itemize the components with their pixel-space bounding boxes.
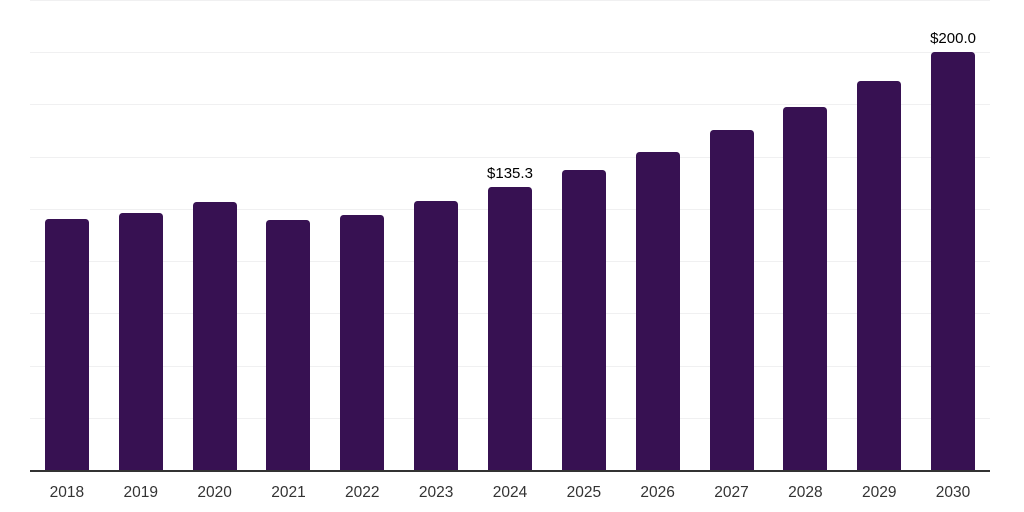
x-tick-2019: 2019: [123, 484, 158, 501]
bar-2020: [192, 201, 237, 470]
x-axis-line: [30, 470, 990, 472]
bar-slot-2021: [252, 0, 326, 470]
x-tick-2021: 2021: [271, 484, 306, 501]
x-axis-labels: 2018 2019 2020 2021 2022 2023 2024 2025 2026 2027…: [30, 485, 990, 501]
gridline: [30, 52, 990, 54]
bar-slot-2024: $135.3: [473, 0, 547, 470]
bar-2025: [561, 170, 606, 470]
bar-slot-2022: [325, 0, 399, 470]
x-tick-2018: 2018: [49, 484, 85, 501]
bar-2023: [414, 201, 459, 470]
x-tick-2027: 2027: [714, 484, 749, 501]
bar-2030: [931, 52, 976, 470]
bar-slot-2030: $200.0: [916, 0, 990, 470]
x-tick-2022: 2022: [345, 484, 380, 501]
x-tick-2028: 2028: [788, 484, 823, 501]
bar-slot-2029: [842, 0, 916, 470]
bar-slot-2019: [104, 0, 178, 470]
gridline: [30, 0, 990, 1]
gridline: [30, 104, 990, 106]
bar-slot-2020: [178, 0, 252, 470]
bar-2021: [266, 220, 311, 470]
x-tick-2029: 2029: [861, 484, 897, 501]
gridline: [30, 156, 990, 158]
x-tick-2023: 2023: [418, 484, 454, 501]
bars: $135.3 $200.0: [30, 0, 990, 470]
bar-slot-2023: [399, 0, 473, 470]
x-tick-2024: 2024: [492, 484, 528, 501]
bar-slot-2018: [30, 0, 104, 470]
data-label-2030: $200.0: [930, 30, 976, 48]
bar-slot-2028: [768, 0, 842, 470]
bar-slot-2025: [547, 0, 621, 470]
bar-slot-2026: [621, 0, 695, 470]
data-label-2024: $135.3: [487, 165, 533, 183]
x-tick-2026: 2026: [640, 484, 675, 501]
bar-2026: [635, 151, 680, 470]
x-tick-2025: 2025: [566, 484, 602, 501]
bar-2028: [783, 106, 828, 470]
bar-2029: [857, 80, 902, 470]
bar-slot-2027: [695, 0, 769, 470]
x-tick-2030: 2030: [935, 484, 971, 501]
bar-2027: [709, 129, 754, 470]
x-tick-2020: 2020: [197, 484, 232, 501]
plot-area: $135.3 $200.0: [30, 0, 990, 472]
bar-2024: [487, 187, 532, 470]
bar-2018: [44, 218, 89, 470]
bar-2022: [340, 214, 385, 470]
bar-2019: [118, 212, 163, 470]
